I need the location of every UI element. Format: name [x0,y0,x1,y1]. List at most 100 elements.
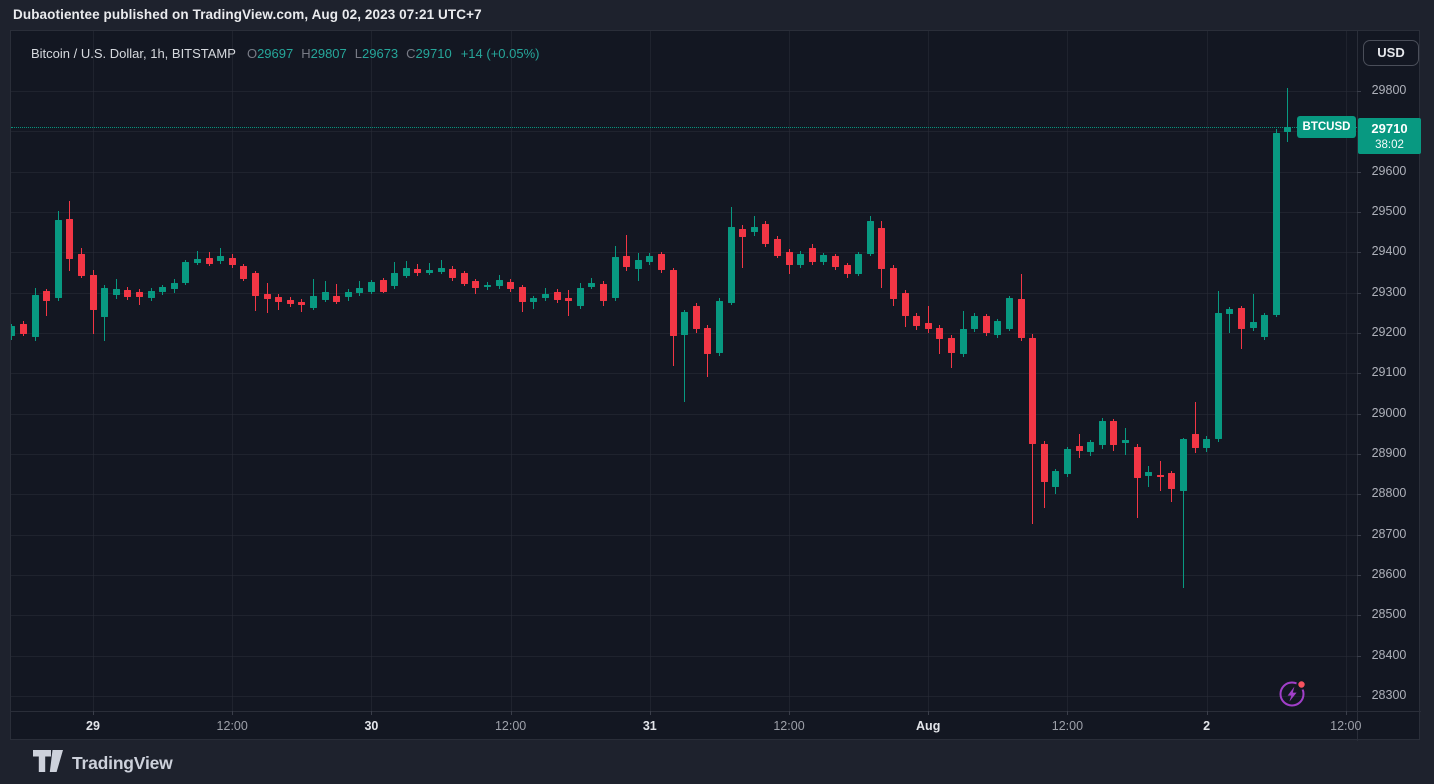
candle-body [715,300,723,354]
candle-body [611,257,619,299]
candle-body [483,284,491,287]
candle-body [820,255,828,263]
candle-body [657,254,665,271]
price-tick-label: 29400 [1371,244,1407,259]
tradingview-brand-text[interactable]: TradingView [72,752,173,773]
lightning-icon [1279,679,1307,707]
low-value: 29673 [362,46,399,61]
price-tick-label: 29100 [1371,365,1407,380]
candle-wick [568,290,570,316]
price-tick-label: 28400 [1371,647,1407,662]
candle-wick [115,278,117,299]
time-tick-label: 12:00 [773,719,805,733]
candle-wick [196,250,198,266]
candle-body [634,260,642,270]
currency-toggle-button[interactable]: USD [1363,40,1419,66]
gridline-horizontal [11,534,1357,536]
time-axis-separator [11,711,1421,712]
candle-body [947,337,955,354]
candle-body [193,259,201,263]
time-tick-label: 12:00 [1330,719,1362,733]
candle-body [1156,474,1164,478]
chart-pane[interactable] [11,31,1357,711]
candle-body [982,316,990,333]
price-tick-mark [1357,373,1361,375]
price-tick-mark [1357,252,1361,254]
candle-body [1110,420,1118,446]
candle-body [275,296,283,303]
gridline-vertical [1067,31,1069,711]
gridline-horizontal [11,91,1357,92]
candle-body [240,266,248,279]
price-tick-mark [1357,212,1361,213]
candle-body [425,269,433,273]
candle-body [913,316,921,327]
candle-body [1040,443,1048,483]
time-tick-label: 12:00 [1051,719,1084,733]
candle-body [1145,472,1153,477]
gridline-vertical [789,31,790,711]
open-label: O [246,46,258,61]
candle-body [936,327,944,339]
candle-body [135,292,143,298]
time-axis[interactable]: 29 12:00 30 12:00 31 12:00 Aug 12:00 2 12:00 [11,711,1421,741]
price-tick-mark [1357,454,1361,455]
price-tick-label: 28600 [1371,567,1407,581]
candle-body [89,274,97,310]
candle-wick [138,289,140,306]
symbol-title: Bitcoin / U.S. Dollar, 1h, BITSTAMP [31,46,236,61]
candle-body [692,306,700,330]
candle-body [855,253,863,274]
candle-wick [312,278,314,311]
candle-body [54,220,62,298]
candle-body [901,292,909,316]
candle-body [31,295,39,337]
gridline-horizontal [11,373,1357,375]
candle-body [1168,473,1176,490]
candle-body [588,282,596,287]
candle-body [599,283,607,302]
price-tick-mark [1357,695,1361,697]
candle-wick [324,281,326,303]
gridline-horizontal [11,413,1357,415]
candle-body [843,265,851,274]
flash-ideas-button[interactable] [1276,676,1310,710]
candle-body [66,218,74,260]
candle-body [507,281,515,290]
candle-body [309,295,317,308]
candle-body [681,312,689,336]
price-axis[interactable]: 29800 29600 29500 29400 29300 29200 29100 29000… [1357,31,1421,711]
candle-body [785,252,793,266]
candle-body [356,287,364,294]
candle-body [205,257,213,264]
time-tick-mark [510,711,512,715]
price-tick-mark [1357,292,1361,294]
gridline-vertical [928,31,930,711]
candle-body [750,227,758,233]
candle-body [147,290,155,298]
candle-body [704,328,712,354]
time-tick-label: 29 [86,719,100,733]
candle-wick [1194,402,1196,454]
candle-wick [301,299,303,312]
candle-body [1017,299,1025,338]
candle-body [530,297,538,303]
candle-wick [1148,466,1150,488]
tradingview-logo-icon[interactable] [33,749,63,777]
price-tick-label: 29600 [1371,163,1407,178]
time-tick-label: 2 [1203,719,1211,733]
price-tick-mark [1357,615,1361,617]
candle-body [797,253,805,266]
candle-wick [626,235,628,271]
candle-body [124,289,132,297]
candle-body [170,283,178,289]
time-tick-label: 31 [642,719,657,733]
candle-body [1121,439,1129,443]
high-value: 29807 [310,46,347,61]
gridline-horizontal [11,212,1357,213]
gridline-horizontal [11,655,1357,657]
candle-body [1098,420,1106,446]
candle-body [391,272,399,286]
candle-body [518,286,526,303]
